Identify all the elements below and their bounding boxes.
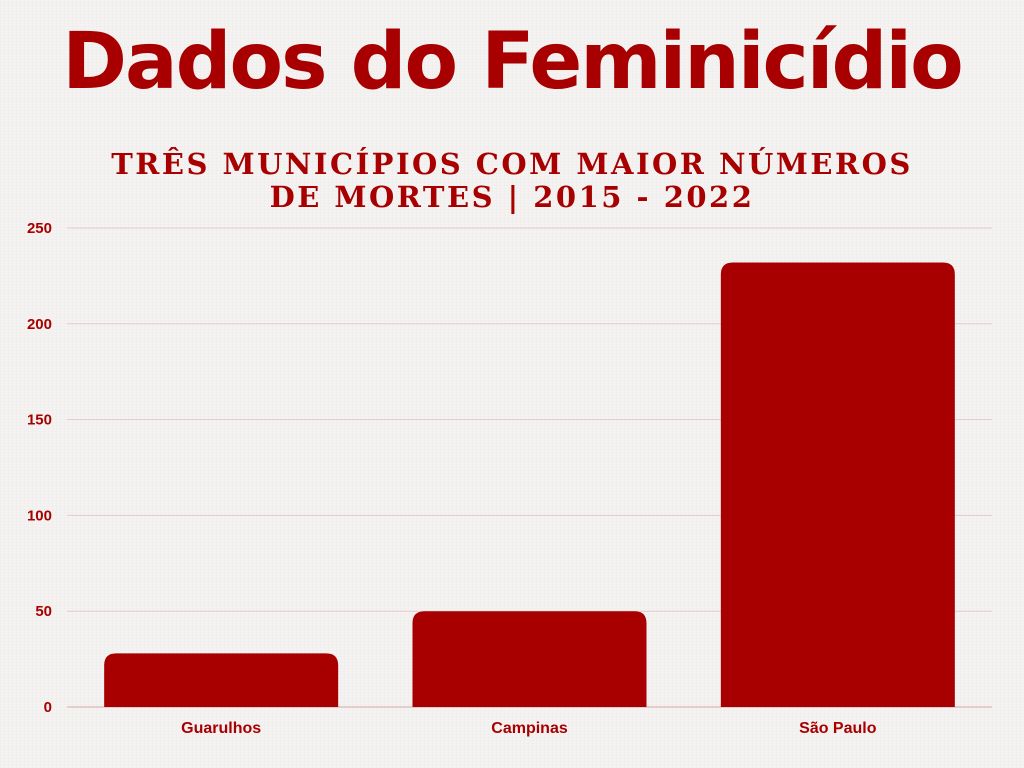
y-tick-label: 100 xyxy=(27,507,52,524)
bar-campinas xyxy=(412,611,647,707)
chart-subtitle: TRÊS MUNICÍPIOS COM MAIOR NÚMEROS DE MOR… xyxy=(111,147,913,214)
x-category-label: Guarulhos xyxy=(181,720,261,737)
bar-guarulhos xyxy=(104,653,339,707)
y-axis-tick-labels: 0 50 100 150 200 250 xyxy=(27,220,52,716)
y-tick-label: 0 xyxy=(44,699,52,716)
y-tick-label: 150 xyxy=(27,412,52,429)
y-tick-label: 200 xyxy=(27,316,52,333)
y-tick-label: 50 xyxy=(35,603,52,620)
x-category-label: Campinas xyxy=(491,720,568,737)
y-tick-label: 250 xyxy=(27,220,52,237)
x-axis-category-labels: Guarulhos Campinas São Paulo xyxy=(181,720,877,737)
bar-s-o-paulo xyxy=(720,262,955,707)
x-category-label: São Paulo xyxy=(799,720,877,737)
page-title: Dados do Feminicídio xyxy=(62,17,963,107)
bars xyxy=(104,262,955,707)
